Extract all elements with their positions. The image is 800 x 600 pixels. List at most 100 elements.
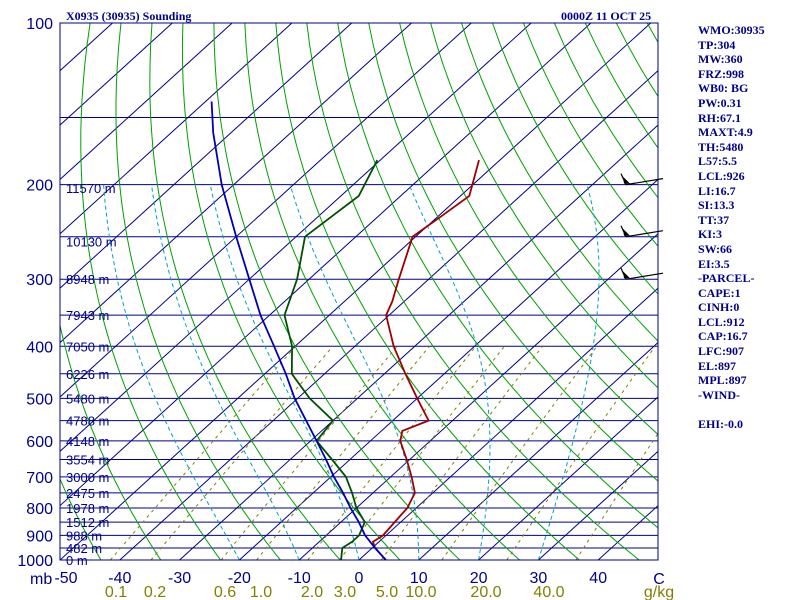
isotherm-line: [239, 178, 658, 560]
dry-adiabat-line: [461, 23, 658, 342]
height-label: 1512 m: [66, 515, 109, 530]
dry-adiabat-line: [306, 23, 640, 560]
isotherm-line: [60, 23, 592, 507]
temperature-tick-label: -20: [228, 570, 251, 587]
index-item: LCL:926: [698, 168, 745, 183]
isotherm-line: [60, 23, 293, 235]
height-label: 4148 m: [66, 434, 109, 449]
index-item: EL:897: [698, 358, 737, 373]
index-item: LFC:907: [698, 344, 744, 359]
pressure-tick-label: 300: [26, 272, 53, 289]
plot-frame: [59, 22, 659, 561]
temperature-unit-label: C: [653, 571, 665, 588]
mixing-ratio-label: 3.0: [334, 584, 356, 600]
height-label: 7050 m: [66, 339, 109, 354]
dry-adiabat-line: [584, 23, 658, 149]
index-item: WB0: BG: [698, 81, 749, 96]
wind-barbs: [620, 173, 664, 280]
isotherm-line: [60, 23, 532, 452]
dry-adiabat-line: [80, 23, 222, 560]
dry-adiabat-line: [492, 23, 658, 295]
mixing-ratio-label: 2.0: [301, 584, 323, 600]
index-item: L57:5.5: [698, 154, 737, 169]
isotherm-line: [60, 23, 173, 126]
moist-adiabat-line: [408, 184, 491, 560]
index-item: FRZ:998: [698, 66, 744, 81]
dry-adiabat-line: [181, 23, 401, 560]
temperature-tick-label: 40: [589, 570, 607, 587]
chart-grid: [60, 23, 800, 560]
isotherm-line: [538, 450, 658, 560]
index-item: TH:5480: [698, 139, 744, 154]
dry-adiabat-line: [275, 23, 580, 560]
temperature-trace: [371, 159, 480, 560]
sounding-traces: [210, 101, 480, 560]
dry-adiabat-line: [244, 23, 520, 560]
temperature-tick-label: -30: [168, 570, 191, 587]
mixing-ratio-unit-label: g/kg: [644, 584, 674, 600]
mixing-ratio-label: 1.0: [250, 584, 272, 600]
pressure-unit-label: mb: [30, 571, 52, 588]
mixing-ratio-line: [256, 345, 430, 560]
isotherm-line: [60, 23, 652, 560]
mixing-ratio-line: [220, 345, 398, 560]
mixing-ratio-line: [150, 345, 334, 560]
index-item: SW:66: [698, 241, 733, 256]
mixing-ratio-label: 0.2: [144, 584, 166, 600]
index-item: CINH:0: [698, 300, 740, 315]
mixing-ratio-line: [506, 346, 656, 560]
dry-adiabat-line: [430, 23, 658, 389]
pressure-tick-label: 500: [26, 391, 53, 408]
index-item: SI:13.3: [698, 198, 735, 213]
index-item: LCL:912: [698, 314, 745, 329]
dewpoint-trace: [283, 159, 379, 560]
index-item: -PARCEL-: [698, 271, 755, 286]
height-label: 482 m: [66, 541, 102, 556]
wind-barb: [620, 173, 664, 186]
index-item: MAXT:4.9: [698, 125, 753, 140]
dry-adiabat-line: [399, 23, 658, 436]
dry-adiabat-line: [337, 23, 658, 529]
height-label: 5480 m: [66, 391, 109, 406]
pressure-tick-label: 400: [26, 339, 53, 356]
dry-adiabat-line: [771, 23, 800, 560]
index-item: MPL:897: [698, 373, 747, 388]
index-item: CAPE:1: [698, 285, 741, 300]
isotherm-line: [60, 23, 353, 289]
isotherm-line: [478, 396, 658, 560]
dry-adiabat-line: [522, 23, 658, 247]
mixing-ratio-label: 0.6: [214, 584, 236, 600]
index-item: WMO:30935: [698, 23, 765, 37]
index-item: MW:360: [698, 52, 743, 67]
station-title: X0935 (30935) Sounding: [66, 9, 192, 23]
index-item: PW:0.31: [698, 95, 742, 110]
pressure-tick-label: 700: [26, 470, 53, 487]
mixing-ratio-label: 5.0: [376, 584, 398, 600]
wind-barb: [620, 267, 664, 280]
pressure-tick-label: 600: [26, 434, 53, 451]
moist-adiabat-line: [103, 184, 240, 560]
temperature-tick-label: 30: [530, 570, 548, 587]
height-label: 1978 m: [66, 501, 109, 516]
dry-adiabat-line: [115, 23, 281, 560]
height-label: 988 m: [66, 528, 102, 543]
height-label: 3554 m: [66, 453, 109, 468]
pressure-tick-label: 200: [26, 178, 53, 195]
index-item: KI:3: [698, 227, 722, 242]
index-item: LI:16.7: [698, 183, 736, 198]
index-item: RH:67.1: [698, 110, 741, 125]
isotherm-line: [298, 233, 658, 560]
pressure-tick-label: 1000: [17, 553, 53, 570]
temperature-tick-label: 20: [470, 570, 488, 587]
height-label: 8948 m: [66, 272, 109, 287]
sounding-time: 0000Z 11 OCT 25: [561, 9, 652, 23]
moist-adiabat-line: [209, 184, 360, 560]
mixing-ratio-line: [307, 345, 477, 560]
mixing-ratio-line: [575, 432, 658, 560]
height-label: 3000 m: [66, 470, 109, 485]
isotherm-line: [60, 23, 233, 181]
mixing-ratio-line: [441, 346, 598, 560]
isotherm-line: [119, 70, 658, 560]
